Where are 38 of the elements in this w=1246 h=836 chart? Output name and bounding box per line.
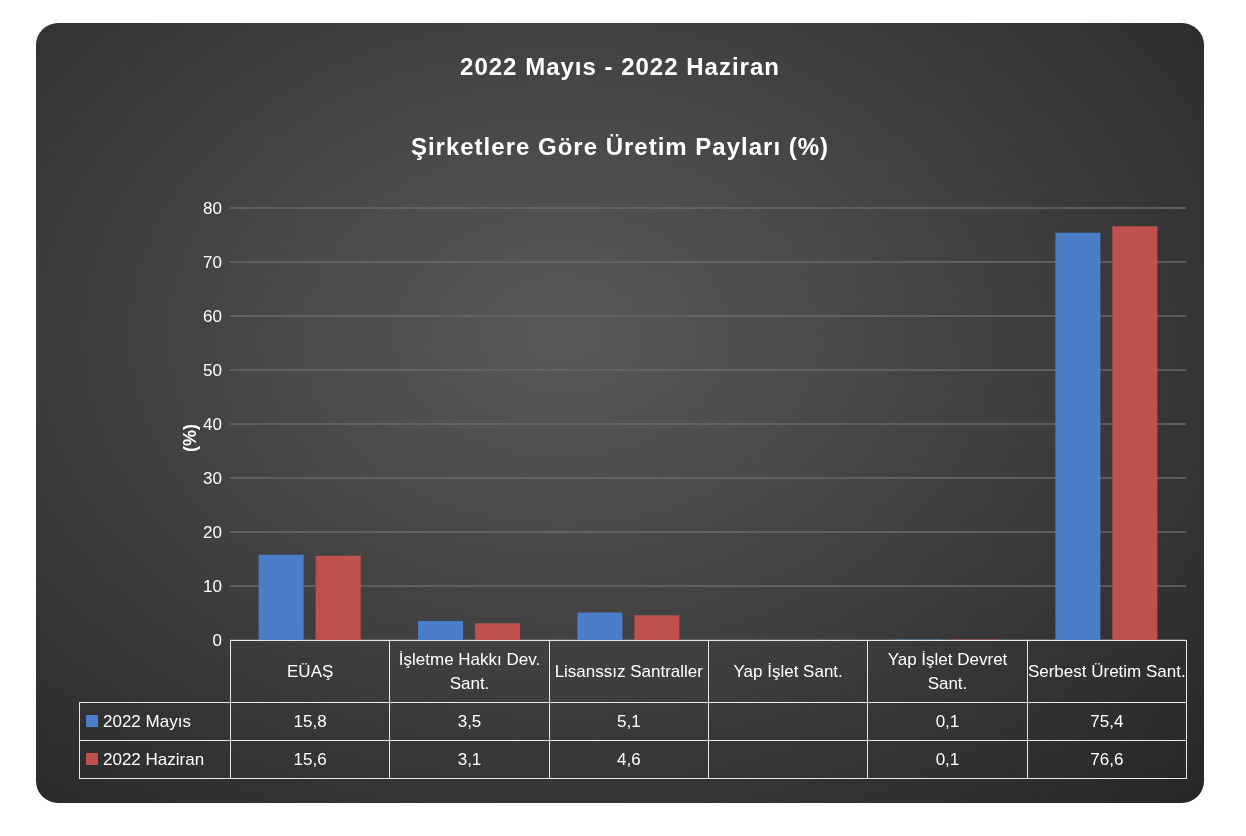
y-tick-label: 80: [203, 199, 222, 219]
data-label: 76,6: [1027, 740, 1187, 779]
bar: [418, 621, 464, 640]
y-tick-label: 40: [203, 415, 222, 435]
bar: [1112, 226, 1158, 640]
data-label: 5,1: [549, 702, 709, 741]
y-tick-label: 70: [203, 253, 222, 273]
legend-label: 2022 Haziran: [79, 740, 231, 779]
data-label: 15,6: [230, 740, 390, 779]
x-tick-label: Serbest Üretim Sant.: [1027, 640, 1187, 703]
x-tick-label: Yap İşlet Sant.: [708, 640, 868, 703]
x-tick-label: Lisanssız Santraller: [549, 640, 709, 703]
y-tick-label: 30: [203, 469, 222, 489]
bar: [577, 612, 623, 640]
legend-label: 2022 Mayıs: [79, 702, 231, 741]
data-label: 4,6: [549, 740, 709, 779]
y-tick-label: 0: [212, 631, 222, 651]
bar: [315, 555, 361, 640]
data-label: 0,1: [867, 740, 1028, 779]
y-tick-label: 10: [203, 577, 222, 597]
bar: [1055, 232, 1101, 640]
bar: [634, 615, 680, 640]
chart-subtitle: Şirketlere Göre Üretim Payları (%): [409, 133, 831, 161]
data-label: 75,4: [1027, 702, 1187, 741]
data-label: 3,5: [389, 702, 550, 741]
y-axis-title: (%): [180, 424, 201, 452]
y-tick-label: 20: [203, 523, 222, 543]
bar: [258, 554, 304, 640]
y-tick-label: 50: [203, 361, 222, 381]
x-tick-label: Yap İşlet Devret Sant.: [867, 640, 1028, 703]
x-tick-label: İşletme Hakkı Dev. Sant.: [389, 640, 550, 703]
x-tick-label: EÜAŞ: [230, 640, 390, 703]
bar: [475, 623, 521, 640]
data-label: 0,1: [867, 702, 1028, 741]
y-tick-label: 60: [203, 307, 222, 327]
data-label: 15,8: [230, 702, 390, 741]
data-label: 3,1: [389, 740, 550, 779]
chart-title: 2022 Mayıs - 2022 Haziran: [459, 53, 781, 81]
